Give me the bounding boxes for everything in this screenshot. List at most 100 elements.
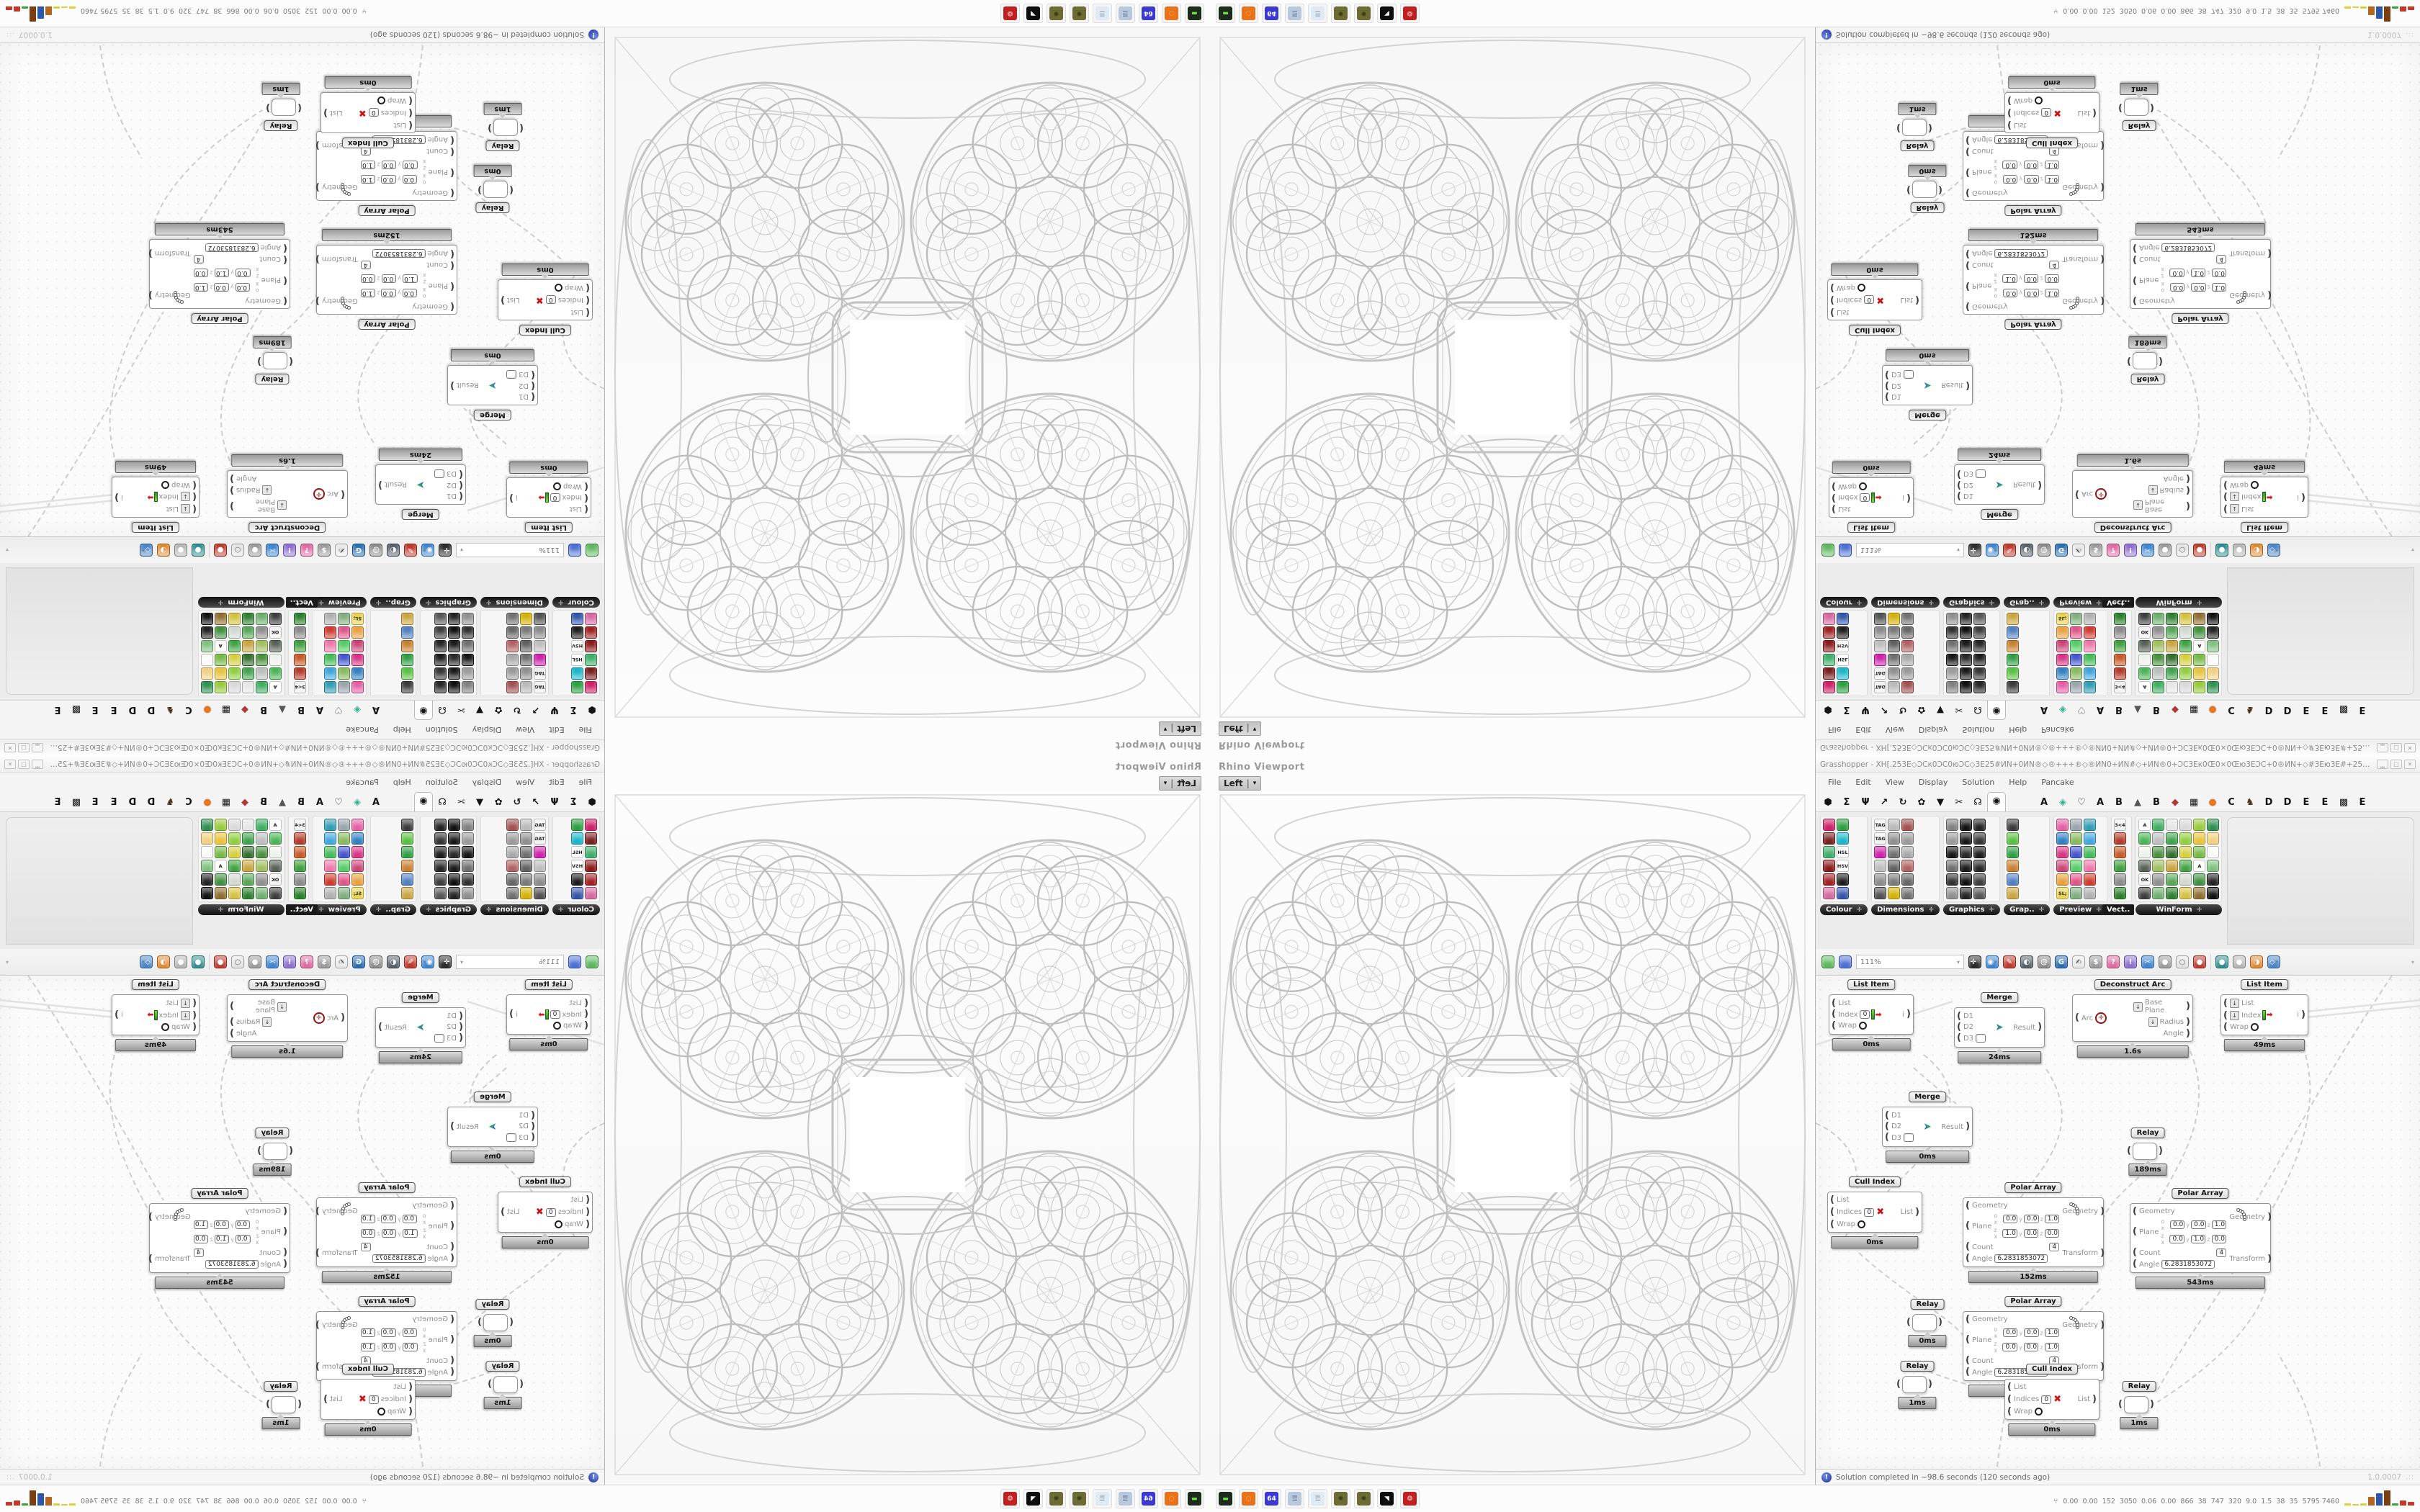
category-tab-1[interactable]: Σ: [570, 704, 577, 715]
toolbar-scroll-icon[interactable]: ▾: [6, 958, 9, 966]
input-port[interactable]: (: [1957, 490, 1961, 502]
node-body[interactable]: (): [1896, 119, 1938, 136]
node-tag[interactable]: Merge: [474, 1092, 511, 1102]
node-body[interactable]: (Arc↓Base Plane)↓Radius)Angle): [2072, 994, 2193, 1042]
component-icon[interactable]: [214, 626, 227, 639]
output-port-row[interactable]: ↓ Radius): [2133, 1017, 2190, 1027]
plane-input-row[interactable]: (Plane o x 0.0 y 0.0 z 1.0 z x 0.0 y 0.0 z 1.0: [360, 158, 454, 186]
component-icon[interactable]: [1888, 667, 1901, 680]
component-icon[interactable]: [269, 860, 282, 872]
output-port-row[interactable]: ↓ Base Plane): [2133, 999, 2190, 1014]
node-cull-index[interactable]: Cull Index(List(Indices 0 ✖(Wrap List) 0ms: [2004, 1364, 2099, 1436]
category-tab-25[interactable]: E: [91, 704, 99, 715]
component-icon[interactable]: [1901, 832, 1914, 845]
component-icon[interactable]: [2007, 654, 2020, 666]
gift-icon[interactable]: ?: [2107, 544, 2120, 557]
count-value-input[interactable]: 4: [360, 261, 371, 269]
component-icon[interactable]: [2070, 640, 2083, 652]
component-icon[interactable]: [585, 667, 597, 680]
component-icon[interactable]: [2207, 654, 2220, 666]
plane-value-input[interactable]: 0.0: [2024, 289, 2039, 297]
node-relay[interactable]: Relay() 189ms: [2127, 336, 2169, 384]
relay-body[interactable]: [493, 1376, 519, 1393]
output-port-row[interactable]: Geometry): [315, 1206, 358, 1217]
node-tag[interactable]: Relay: [485, 140, 520, 151]
category-tab-15[interactable]: ▲: [279, 797, 286, 808]
component-icon[interactable]: [506, 860, 519, 872]
output-port[interactable]: ): [315, 181, 320, 193]
category-tab-8[interactable]: ☊: [438, 797, 447, 808]
node-relay[interactable]: Relay() 189ms: [251, 1128, 293, 1176]
menu-help[interactable]: Help: [393, 778, 411, 787]
component-icon[interactable]: [2113, 654, 2126, 666]
node-body[interactable]: (): [2127, 1143, 2169, 1160]
component-icon[interactable]: [255, 654, 268, 666]
input-port-row[interactable]: (Arc: [2075, 488, 2132, 500]
category-tab-2[interactable]: Ψ: [1861, 797, 1870, 808]
component-icon[interactable]: [2138, 832, 2151, 845]
component-icon[interactable]: [519, 860, 532, 872]
input-port[interactable]: (: [2133, 254, 2137, 265]
component-icon[interactable]: TAG: [1874, 832, 1887, 845]
component-icon[interactable]: [1823, 860, 1835, 872]
input-port[interactable]: (: [2075, 1012, 2079, 1023]
component-icon[interactable]: [2166, 626, 2179, 639]
mode-wireframe-icon[interactable]: ○: [231, 544, 244, 557]
node-body[interactable]: (): [251, 352, 293, 369]
input-port-row[interactable]: (Wrap: [550, 482, 588, 492]
component-icon[interactable]: [323, 667, 336, 680]
input-port[interactable]: (: [2223, 997, 2228, 1009]
category-tab-21[interactable]: ♞: [2246, 797, 2254, 808]
node-tag[interactable]: Merge: [474, 410, 511, 420]
component-icon[interactable]: [2138, 846, 2151, 858]
component-icon[interactable]: [1837, 667, 1849, 680]
plane-value-input[interactable]: 1.0: [360, 1343, 376, 1351]
component-icon[interactable]: [1874, 846, 1887, 858]
node-body[interactable]: (List(Indices 0 ✖(Wrap List): [2004, 92, 2099, 133]
input-port-row[interactable]: (D3: [1885, 369, 1922, 380]
zoom-level-select[interactable]: 111% ▾: [1856, 543, 1964, 557]
input-port[interactable]: (: [192, 480, 197, 491]
component-icon[interactable]: [1901, 860, 1914, 872]
component-icon[interactable]: [1973, 681, 1986, 693]
input-port-row[interactable]: (D1: [1957, 490, 1994, 502]
plane-input-row[interactable]: (Plane o x 0.0 y 0.0 z 1.0 z x 1.0 y 0.0 z 0.0: [360, 272, 454, 300]
zoom-extents-icon[interactable]: ✛: [439, 955, 452, 968]
node-body[interactable]: (List(Indices 0 ✖(Wrap List): [1827, 1192, 1922, 1233]
input-port[interactable]: (: [2127, 1146, 2131, 1156]
input-port[interactable]: (: [2133, 243, 2137, 253]
node-relay[interactable]: Relay() 1ms: [482, 1361, 524, 1409]
group-orange-icon[interactable]: ◑: [157, 544, 170, 557]
output-port[interactable]: ): [315, 1247, 320, 1259]
node-tag[interactable]: Merge: [402, 992, 439, 1003]
output-port-row[interactable]: Geometry): [315, 296, 358, 307]
node-deconstruct-arc[interactable]: Deconstruct Arc(Arc↓Base Plane)↓Radius)A…: [2072, 454, 2193, 533]
input-port[interactable]: (: [283, 295, 287, 307]
component-icon[interactable]: [200, 667, 213, 680]
node-merge[interactable]: Merge(D1(D2(D3 ➤ Result) 0ms: [447, 349, 538, 420]
node-tag[interactable]: Merge: [1909, 1092, 1946, 1102]
output-port-row[interactable]: Transform): [315, 1247, 358, 1259]
category-tab-4[interactable]: ↻: [1899, 797, 1907, 808]
expand-icon[interactable]: ✛: [218, 598, 224, 606]
component-icon[interactable]: [447, 654, 460, 666]
plane-value-input[interactable]: 0.0: [2169, 269, 2185, 277]
jitter-icon[interactable]: ✂: [2141, 544, 2154, 557]
empty-value-box[interactable]: [1904, 370, 1914, 379]
input-port[interactable]: (: [1966, 135, 1970, 145]
category-tab-9[interactable]: ◉: [414, 792, 433, 811]
component-icon[interactable]: [533, 654, 546, 666]
component-icon[interactable]: [2207, 860, 2220, 872]
category-tab-16[interactable]: B: [2153, 797, 2160, 808]
category-tab-15[interactable]: ▲: [279, 704, 286, 715]
category-tab-17[interactable]: ◆: [2172, 704, 2179, 715]
component-icon[interactable]: [351, 832, 364, 845]
empty-value-box[interactable]: [506, 1133, 516, 1142]
component-icon[interactable]: [228, 819, 241, 831]
input-port-row[interactable]: (D3: [498, 369, 535, 380]
input-port[interactable]: (: [2133, 1259, 2137, 1269]
component-icon[interactable]: [447, 613, 460, 625]
component-icon[interactable]: [241, 681, 254, 693]
node-canvas[interactable]: List Item(List(Index 0(Wrap ➡ i) 0ms Merge(D1…: [1816, 43, 2420, 536]
input-port[interactable]: (: [459, 1010, 463, 1022]
